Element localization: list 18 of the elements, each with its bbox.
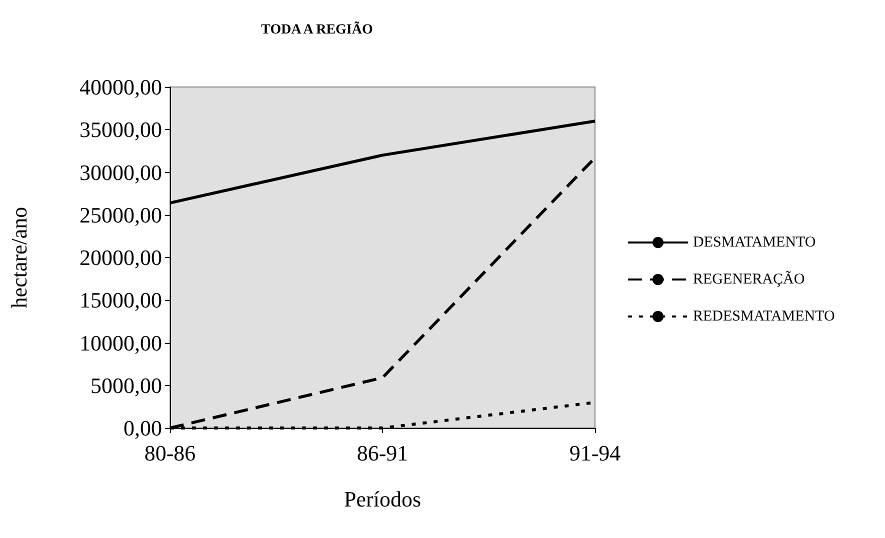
- y-tick-label: 15000,00: [80, 288, 162, 313]
- x-tick-label: 80-86: [144, 440, 196, 466]
- x-tick-label: 86-91: [356, 440, 408, 466]
- y-tick-label: 40000,00: [80, 74, 162, 100]
- chart-title: TODA A REGIÃO: [261, 20, 373, 38]
- y-axis-title: hectare/ano: [6, 206, 32, 308]
- y-tick-label: 10000,00: [80, 330, 162, 356]
- y-tick-label: 20000,00: [80, 245, 162, 270]
- x-tick-label: 91-94: [569, 440, 621, 466]
- legend-label: REDESMATAMENTO: [693, 308, 836, 324]
- y-tick-label: 0,00: [124, 416, 162, 440]
- x-axis-title: Períodos: [344, 486, 421, 512]
- y-tick-label: 35000,00: [80, 117, 162, 142]
- y-tick-label: 5000,00: [90, 372, 162, 398]
- legend-label: REGENERAÇÃO: [693, 270, 805, 288]
- y-tick-label: 30000,00: [80, 160, 162, 185]
- y-tick-label: 25000,00: [80, 202, 162, 228]
- legend-label: DESMATAMENTO: [693, 234, 816, 250]
